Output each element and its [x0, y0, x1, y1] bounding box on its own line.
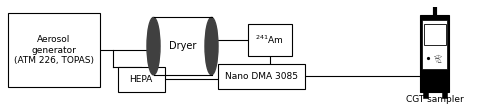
Text: HEPA: HEPA — [130, 75, 153, 84]
FancyBboxPatch shape — [248, 24, 292, 56]
Ellipse shape — [147, 17, 160, 75]
Text: Dryer: Dryer — [169, 41, 196, 51]
Text: Nano DMA 3085: Nano DMA 3085 — [225, 72, 298, 81]
FancyBboxPatch shape — [8, 13, 100, 87]
Text: ·◁▷
▽△: ·◁▷ ▽△ — [434, 54, 443, 63]
Text: Aerosol
generator
(ATM 226, TOPAS): Aerosol generator (ATM 226, TOPAS) — [14, 35, 94, 65]
FancyBboxPatch shape — [422, 92, 428, 98]
Ellipse shape — [205, 17, 218, 75]
Text: $^{241}$Am: $^{241}$Am — [255, 34, 284, 46]
Text: CGT sampler: CGT sampler — [406, 95, 464, 104]
Polygon shape — [154, 17, 212, 75]
FancyBboxPatch shape — [420, 15, 449, 92]
FancyBboxPatch shape — [442, 92, 446, 98]
FancyBboxPatch shape — [421, 78, 448, 92]
FancyBboxPatch shape — [218, 64, 305, 89]
FancyBboxPatch shape — [424, 24, 446, 45]
FancyBboxPatch shape — [422, 20, 447, 69]
FancyBboxPatch shape — [118, 67, 165, 92]
